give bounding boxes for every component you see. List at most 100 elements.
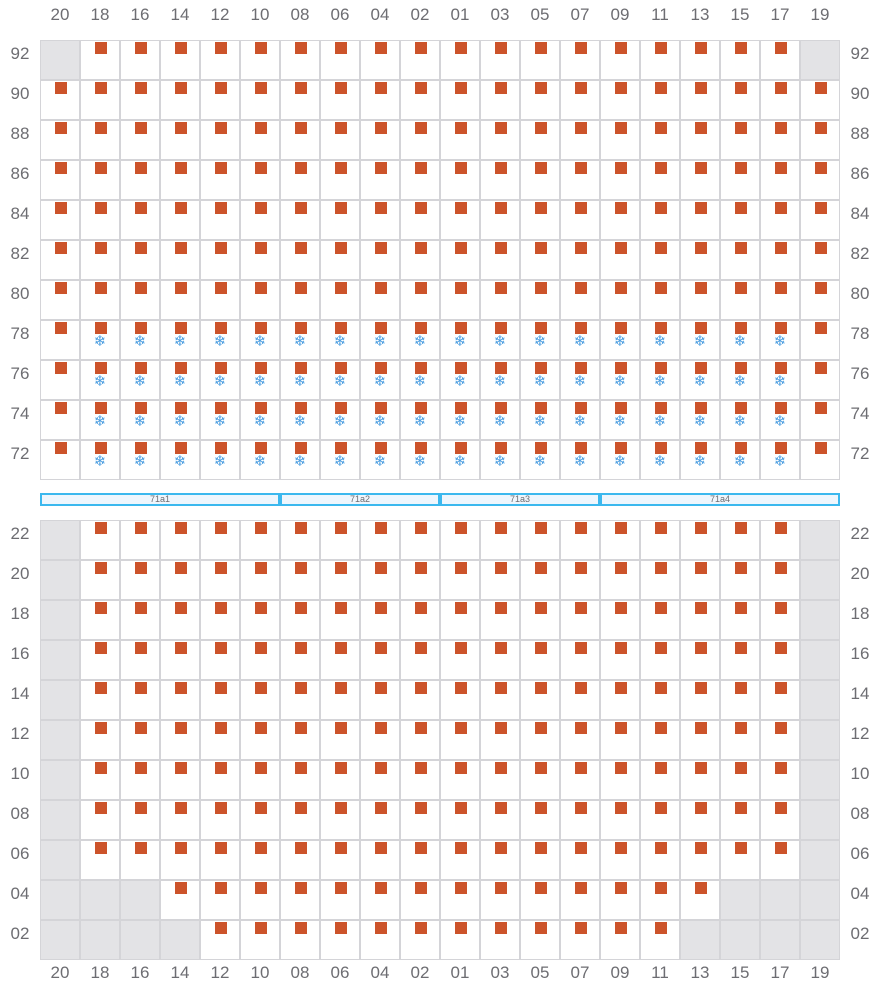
seat-cell[interactable] <box>160 640 200 680</box>
seat-cell[interactable] <box>440 200 480 240</box>
seat-cell[interactable] <box>720 720 760 760</box>
seat-cell[interactable] <box>600 720 640 760</box>
seat-cell[interactable] <box>680 600 720 640</box>
seat-cell[interactable] <box>400 880 440 920</box>
seat-cell[interactable] <box>720 640 760 680</box>
seat-cell[interactable] <box>760 200 800 240</box>
seat-cell[interactable] <box>200 800 240 840</box>
seat-cell[interactable] <box>160 880 200 920</box>
seat-cell[interactable] <box>760 840 800 880</box>
seat-cell[interactable] <box>200 840 240 880</box>
seat-cell[interactable] <box>160 720 200 760</box>
seat-cell[interactable] <box>80 240 120 280</box>
seat-cell[interactable] <box>120 680 160 720</box>
seat-cell[interactable] <box>40 80 80 120</box>
seat-cell[interactable] <box>560 720 600 760</box>
seat-cell[interactable] <box>280 200 320 240</box>
seat-cell[interactable]: ❄ <box>80 400 120 440</box>
seat-cell[interactable] <box>240 560 280 600</box>
seat-cell[interactable]: ❄ <box>440 440 480 480</box>
seat-cell[interactable] <box>240 800 280 840</box>
seat-cell[interactable] <box>800 440 840 480</box>
seat-cell[interactable] <box>680 680 720 720</box>
seat-cell[interactable] <box>120 840 160 880</box>
seat-cell[interactable] <box>640 600 680 640</box>
seat-cell[interactable] <box>560 560 600 600</box>
seat-cell[interactable]: ❄ <box>280 320 320 360</box>
seat-cell[interactable] <box>360 280 400 320</box>
seat-cell[interactable] <box>800 400 840 440</box>
seat-cell[interactable] <box>360 920 400 960</box>
seat-cell[interactable]: ❄ <box>440 360 480 400</box>
seat-cell[interactable]: ❄ <box>440 320 480 360</box>
seat-cell[interactable] <box>640 240 680 280</box>
seat-cell[interactable] <box>120 560 160 600</box>
seat-cell[interactable] <box>440 120 480 160</box>
seat-cell[interactable] <box>480 680 520 720</box>
seat-cell[interactable] <box>720 40 760 80</box>
seat-cell[interactable] <box>200 240 240 280</box>
seat-cell[interactable] <box>240 160 280 200</box>
seat-cell[interactable] <box>280 760 320 800</box>
seat-cell[interactable] <box>480 200 520 240</box>
seat-cell[interactable] <box>240 280 280 320</box>
seat-cell[interactable] <box>120 200 160 240</box>
seat-cell[interactable] <box>280 640 320 680</box>
seat-cell[interactable] <box>280 520 320 560</box>
seat-cell[interactable]: ❄ <box>400 320 440 360</box>
seat-cell[interactable] <box>520 560 560 600</box>
seat-cell[interactable] <box>600 40 640 80</box>
seat-cell[interactable] <box>600 760 640 800</box>
seat-cell[interactable] <box>400 720 440 760</box>
seat-cell[interactable] <box>200 600 240 640</box>
seat-cell[interactable]: ❄ <box>400 440 440 480</box>
seat-cell[interactable] <box>40 360 80 400</box>
seat-cell[interactable]: ❄ <box>520 320 560 360</box>
seat-cell[interactable] <box>560 40 600 80</box>
seat-cell[interactable] <box>320 80 360 120</box>
seat-cell[interactable]: ❄ <box>280 360 320 400</box>
seat-cell[interactable] <box>240 640 280 680</box>
seat-cell[interactable] <box>320 560 360 600</box>
seat-cell[interactable] <box>600 800 640 840</box>
seat-cell[interactable] <box>720 80 760 120</box>
seat-cell[interactable] <box>560 920 600 960</box>
seat-cell[interactable] <box>560 280 600 320</box>
seat-cell[interactable] <box>480 240 520 280</box>
seat-cell[interactable] <box>280 80 320 120</box>
seat-cell[interactable] <box>400 80 440 120</box>
seat-cell[interactable] <box>520 840 560 880</box>
seat-cell[interactable] <box>640 720 680 760</box>
seat-cell[interactable] <box>720 760 760 800</box>
seat-cell[interactable] <box>480 920 520 960</box>
seat-cell[interactable] <box>720 120 760 160</box>
seat-cell[interactable] <box>760 280 800 320</box>
seat-cell[interactable] <box>200 160 240 200</box>
seat-cell[interactable] <box>680 800 720 840</box>
seat-cell[interactable] <box>640 200 680 240</box>
seat-cell[interactable] <box>400 40 440 80</box>
seat-cell[interactable] <box>640 760 680 800</box>
seat-cell[interactable] <box>320 720 360 760</box>
seat-cell[interactable] <box>360 640 400 680</box>
seat-cell[interactable] <box>600 120 640 160</box>
seat-cell[interactable] <box>800 80 840 120</box>
seat-cell[interactable] <box>520 920 560 960</box>
seat-cell[interactable]: ❄ <box>320 320 360 360</box>
seat-cell[interactable] <box>520 240 560 280</box>
seat-cell[interactable] <box>400 920 440 960</box>
seat-cell[interactable] <box>240 920 280 960</box>
seat-cell[interactable] <box>560 800 600 840</box>
seat-cell[interactable] <box>240 840 280 880</box>
seat-cell[interactable] <box>320 120 360 160</box>
seat-cell[interactable] <box>200 80 240 120</box>
seat-cell[interactable] <box>40 120 80 160</box>
seat-cell[interactable] <box>760 680 800 720</box>
seat-cell[interactable]: ❄ <box>320 400 360 440</box>
seat-cell[interactable] <box>480 40 520 80</box>
seat-cell[interactable]: ❄ <box>520 440 560 480</box>
seat-cell[interactable] <box>680 640 720 680</box>
seat-cell[interactable]: ❄ <box>560 360 600 400</box>
seat-cell[interactable] <box>320 640 360 680</box>
seat-cell[interactable] <box>680 80 720 120</box>
